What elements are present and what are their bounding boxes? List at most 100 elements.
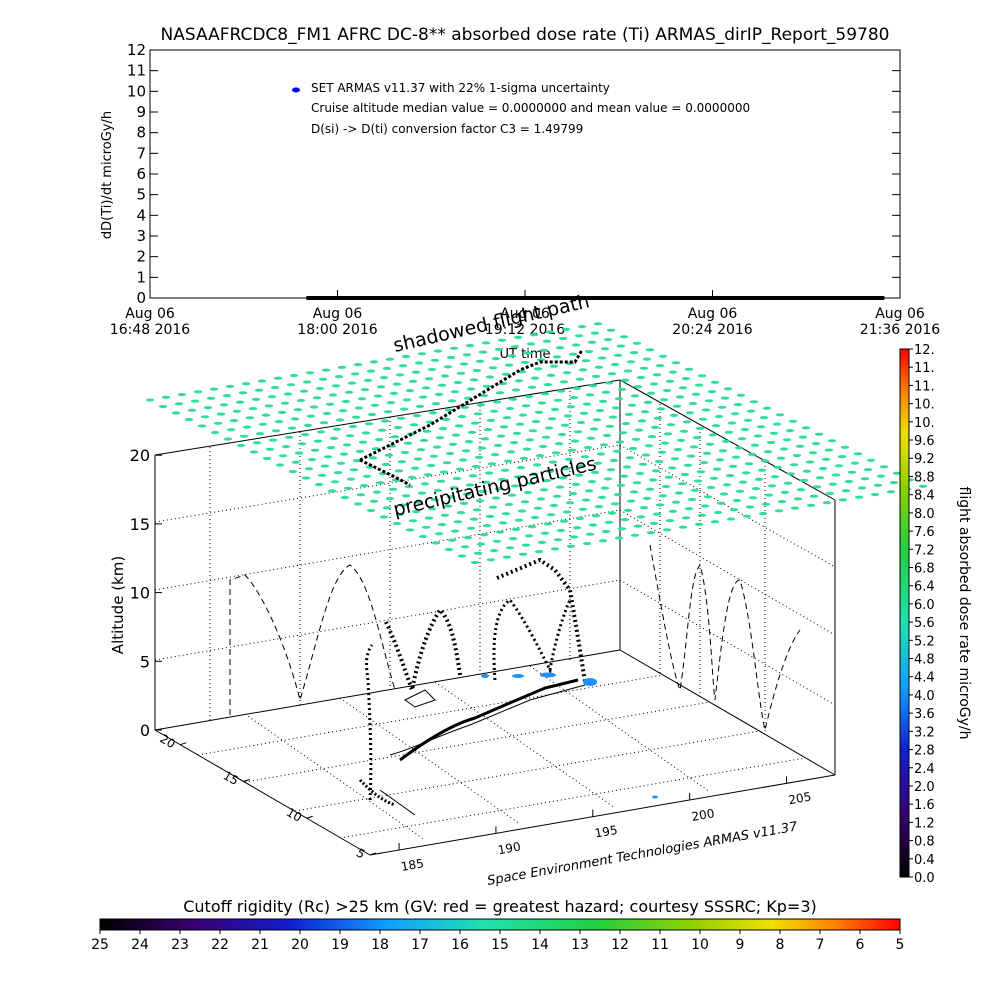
particle [892,471,902,475]
particle [729,508,739,512]
particle [417,352,427,356]
particle [392,521,402,526]
particle [465,483,475,487]
particle [553,538,563,542]
particle [777,500,787,504]
y-tick-label: 7 [136,144,146,162]
particle [619,474,629,478]
particle [223,437,233,441]
y-tick-label: 9 [136,103,146,121]
particle [489,549,499,553]
particle [338,409,348,413]
particle [476,403,486,407]
particle [720,396,730,400]
particle [664,475,674,479]
particle [483,428,493,432]
particle [743,418,753,422]
particle [389,391,399,395]
particle [559,380,569,384]
particle [385,357,395,361]
particle [497,477,507,482]
rigidity-tick-label: 21 [251,937,269,953]
particle [161,395,171,399]
particle [303,423,313,427]
particle [758,511,768,516]
particle [229,419,239,423]
particle [552,494,562,498]
particle [547,417,557,421]
particle [577,464,587,468]
particle [481,341,491,345]
particle [467,430,477,434]
particle [684,367,694,371]
particle [399,407,409,411]
particle [533,506,543,510]
particle [424,377,434,381]
particle [390,435,400,439]
particle [612,449,622,453]
legend-entry-conversion: D(si) -> D(ti) conversion factor C3 = 1.… [311,122,583,136]
particle [639,506,649,510]
particle [470,560,480,565]
particle [776,456,786,460]
x-tick-label-time: 18:00 2016 [297,322,378,338]
particle [457,415,467,419]
particle [629,490,639,494]
particle [795,444,805,448]
particle [712,467,722,471]
particle [653,416,663,420]
particle [651,469,661,473]
particle [363,378,373,382]
depth-tick-label: 20 [158,732,178,752]
plot-footer-credit: Space Environment Technologies ARMAS v11… [486,819,799,889]
particle [527,525,537,529]
particle [648,478,658,482]
particle [456,510,466,515]
particle [631,437,641,441]
particle [566,405,576,409]
rigidity-tick-label: 10 [691,937,709,953]
particle [714,414,724,419]
particle [370,403,380,407]
particle [530,376,540,380]
particle [408,379,418,383]
particle [742,514,752,518]
particle [299,389,309,393]
particle [304,467,314,471]
timeseries-legend: SET ARMAS v11.37 with 22% 1-sigma uncert… [292,81,750,136]
particle [261,413,271,417]
particle [329,436,339,440]
particle [472,508,482,512]
y-tick-label: 11 [127,62,146,80]
particle [634,428,644,432]
particle [280,401,290,405]
particle [426,463,436,468]
particle [281,445,291,449]
particle [728,464,738,468]
particle [761,502,771,506]
particle [287,426,297,430]
particle [542,479,552,483]
particle [617,527,627,531]
particle [288,469,298,474]
particle [754,477,764,481]
particle [521,543,531,547]
particle [860,477,870,481]
particle [540,531,550,535]
particle [649,521,659,526]
particle [522,447,532,451]
particle [601,390,611,394]
particle [408,519,418,523]
particle [697,374,707,378]
particle [558,476,568,480]
particle [365,465,375,469]
particle [673,448,683,452]
particle [821,457,831,461]
particle [197,424,207,428]
particle [457,554,467,558]
particle [592,418,602,422]
particle [759,416,769,420]
particle [564,457,574,461]
particle [639,366,649,370]
